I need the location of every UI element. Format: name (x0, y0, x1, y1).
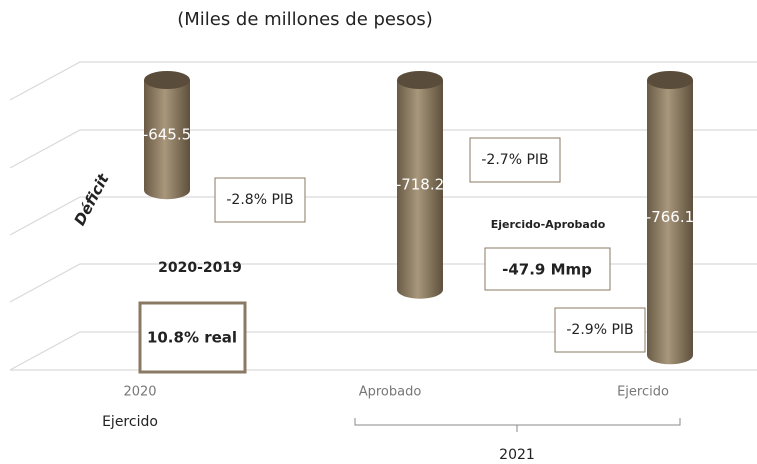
annotation: -47.9 Mmp (502, 261, 592, 279)
annotation: -2.7% PIB (481, 152, 548, 168)
subtitle: (Miles de millones de pesos) (177, 9, 433, 30)
bar-top (647, 71, 693, 89)
value-label: -645.5 (143, 126, 191, 144)
bar-top (397, 71, 443, 89)
value-label: -718.2 (396, 175, 444, 193)
grid-line (9, 129, 757, 169)
annotation: Ejercido-Aprobado (491, 218, 606, 231)
bars: -645.5 -718.2 -766.1 (143, 71, 694, 365)
x-tick-label: Ejercido (617, 385, 669, 400)
bar (397, 80, 443, 299)
annotation-box (554, 307, 646, 353)
bar (647, 80, 693, 365)
value-label: -766.1 (646, 208, 694, 226)
group-bracket (354, 418, 681, 432)
annotation: -2.8% PIB (226, 192, 293, 208)
annotation-box (469, 137, 561, 183)
annotation-box-inner (487, 250, 608, 288)
annotation: -2.9% PIB (566, 322, 633, 338)
bar-top (144, 71, 190, 89)
annotation: 2020-2019 (158, 260, 242, 276)
annotation-box (138, 301, 247, 374)
grid-line (9, 61, 757, 101)
grid-line (9, 196, 757, 236)
x-tick-label: Aprobado (359, 385, 422, 400)
annotation: 10.8% real (147, 329, 237, 347)
x-tick-label: 2020 (123, 385, 156, 400)
y-axis-label: Déficit (71, 170, 113, 228)
bar (144, 80, 190, 200)
annotation-box (214, 177, 306, 223)
grid-line (9, 331, 757, 371)
grid (9, 61, 757, 371)
group-label: Ejercido (102, 414, 158, 430)
annotation-box (484, 247, 611, 291)
group-label: 2021 (499, 447, 535, 463)
grid-line (9, 263, 757, 303)
